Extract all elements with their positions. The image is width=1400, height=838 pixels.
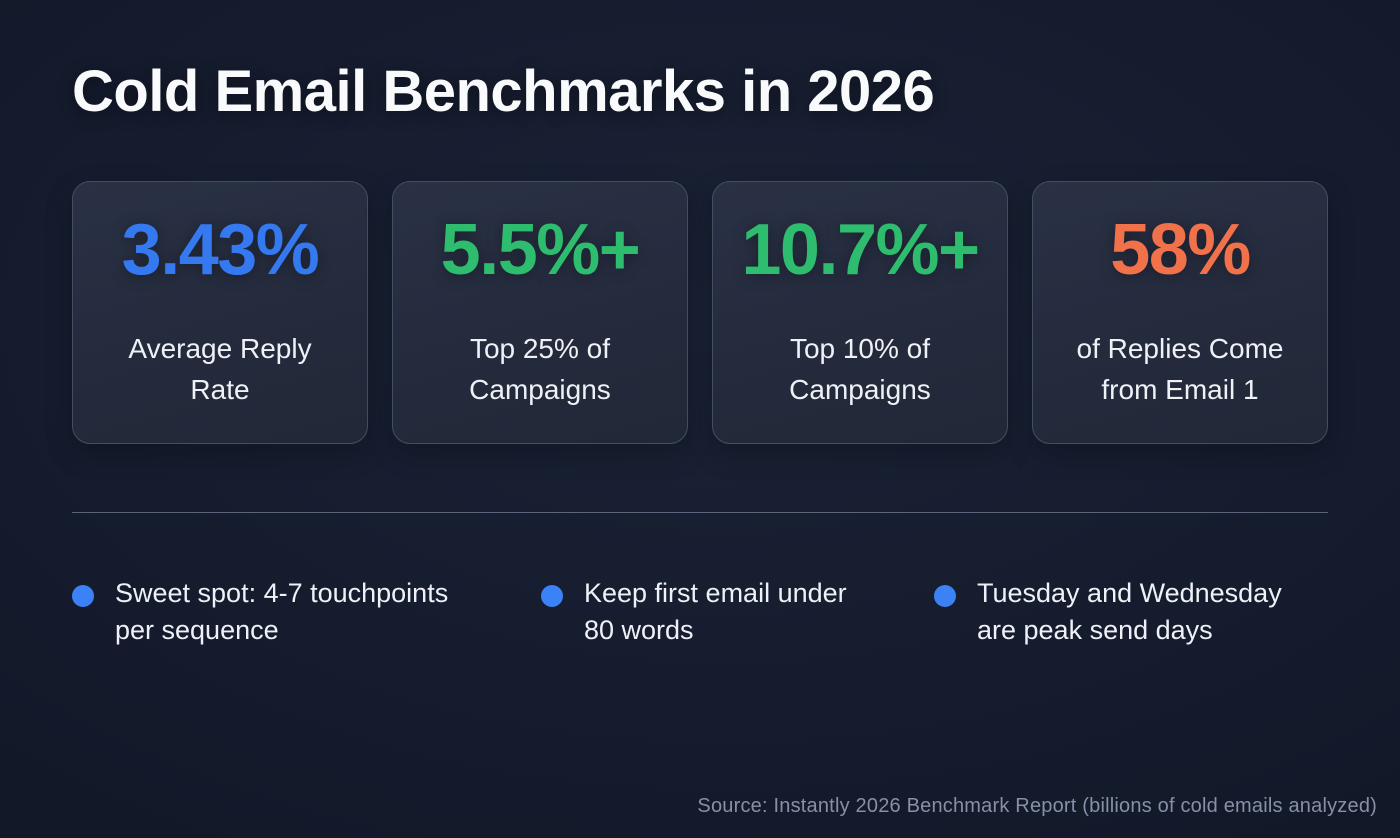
stat-label: Top 10% of Campaigns	[789, 332, 931, 405]
stat-card-top-10-percent: 10.7%+ Top 10% of Campaigns	[712, 180, 1008, 444]
infographic: Cold Email Benchmarks in 2026 3.43% Aver…	[0, 57, 1400, 649]
stat-value: 5.5%+	[440, 209, 641, 290]
tips-row: Sweet spot: 4-7 touchpoints per sequence…	[72, 575, 1328, 649]
tip-item-email-length: Keep first email under 80 words	[541, 575, 934, 649]
bullet-dot-icon	[541, 584, 563, 607]
bullet-dot-icon	[72, 584, 94, 607]
tip-text: Keep first email under 80 words	[584, 577, 847, 645]
stat-label: Average Reply Rate	[128, 332, 312, 405]
divider	[72, 511, 1328, 513]
stat-card-top-25-percent: 5.5%+ Top 25% of Campaigns	[392, 180, 688, 444]
stat-cards-row: 3.43% Average Reply Rate 5.5%+ Top 25% o…	[72, 180, 1328, 444]
source-note: Source: Instantly 2026 Benchmark Report …	[697, 795, 1377, 817]
stat-card-replies-email-1: 58% of Replies Come from Email 1	[1032, 180, 1328, 444]
tip-item-touchpoints: Sweet spot: 4-7 touchpoints per sequence	[72, 575, 541, 649]
tip-item-send-days: Tuesday and Wednesday are peak send days	[934, 575, 1328, 649]
stat-label: Top 25% of Campaigns	[469, 332, 611, 405]
page-title: Cold Email Benchmarks in 2026	[72, 59, 935, 124]
stat-value: 58%	[1110, 209, 1251, 290]
stat-card-average-reply-rate: 3.43% Average Reply Rate	[72, 180, 368, 444]
tip-text: Sweet spot: 4-7 touchpoints per sequence	[115, 577, 449, 645]
stat-value: 10.7%+	[741, 209, 980, 290]
tip-text: Tuesday and Wednesday are peak send days	[977, 577, 1282, 645]
stat-label: of Replies Come from Email 1	[1076, 332, 1284, 405]
bullet-dot-icon	[934, 584, 956, 607]
stat-value: 3.43%	[121, 209, 320, 290]
